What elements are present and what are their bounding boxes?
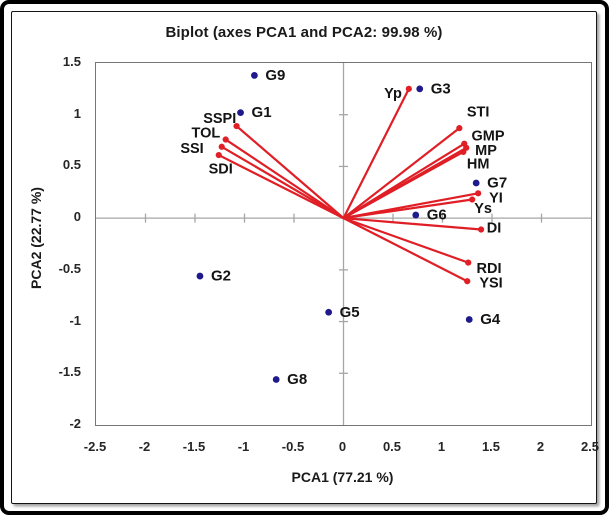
x-tick-label--1.5: -1.5 (182, 439, 206, 454)
point-G9 (251, 72, 258, 79)
vector-line-Ys (342, 198, 474, 220)
vector-label-DI: DI (487, 220, 502, 236)
vector-endpoint-SDI (215, 151, 222, 159)
point-G5 (325, 308, 333, 316)
vector-label-HM: HM (467, 156, 490, 172)
x-tick-label-0.5: 0.5 (382, 439, 402, 454)
x-tick-label-2.5: 2.5 (580, 439, 600, 454)
vector-endpoint-STI (456, 125, 463, 132)
x-tick-label--1: -1 (237, 439, 250, 454)
vector-line-SSPI (235, 124, 345, 220)
x-tick-label-0: 0 (338, 439, 347, 454)
vector-label-GMP: GMP (472, 128, 505, 144)
y-tick-label--0.5: -0.5 (58, 260, 81, 276)
chart-title: Biplot (axes PCA1 and PCA2: 99.98 %) (165, 24, 443, 41)
point-label-G1: G1 (252, 104, 272, 121)
vector-label-MP: MP (475, 143, 497, 159)
x-tick-label-1.5: 1.5 (481, 439, 501, 454)
point-G1 (237, 109, 244, 117)
point-G7 (472, 179, 480, 187)
point-G8 (272, 376, 280, 383)
vector-line-RDI (342, 217, 470, 264)
vector-label-Ys: Ys (474, 201, 492, 217)
vector-label-YI: YI (489, 190, 503, 206)
x-tick-label--0.5: -0.5 (281, 439, 305, 454)
y-tick-label--1: -1 (69, 312, 81, 328)
point-G3 (416, 85, 424, 93)
vector-label-SDI: SDI (209, 162, 233, 178)
vector-label-SSI: SSI (180, 141, 203, 157)
y-tick-label--1.5: -1.5 (58, 364, 81, 380)
plot-area: Yp STI GMP MP HM YI Ys DI RDI YSI SSPI TOL SSI SDI G9 G… (95, 62, 592, 426)
y-tick-label-1: 1 (73, 105, 81, 121)
vector-line-DI (342, 217, 483, 231)
y-tick-label-1.5: 1.5 (62, 54, 81, 69)
x-tick-label--2: -2 (138, 439, 151, 454)
y-tick-label-0.5: 0.5 (62, 157, 81, 173)
vector-label-YSI: YSI (479, 275, 502, 291)
x-tick-label-2: 2 (536, 439, 545, 454)
vector-endpoint-RDI (465, 259, 472, 266)
y-tick-label-0: 0 (73, 209, 81, 225)
point-G6 (412, 211, 420, 219)
vector-endpoint-YSI (464, 278, 471, 285)
x-axis-title: PCA1 (77.21 %) (291, 469, 394, 485)
vector-endpoint-HM (460, 148, 467, 156)
vector-endpoint-Yp (405, 85, 412, 92)
point-label-G7: G7 (487, 174, 507, 191)
point-label-G4: G4 (480, 311, 501, 328)
point-label-G8: G8 (287, 371, 307, 388)
vector-line-SSI (220, 145, 345, 220)
vector-line-Yp (342, 87, 410, 220)
vector-label-Yp: Yp (384, 86, 402, 102)
point-G4 (465, 316, 473, 323)
vector-line-TOL (224, 138, 345, 220)
vector-endpoint-Ys (469, 196, 476, 203)
vector-endpoint-SSPI (233, 122, 240, 130)
point-label-G5: G5 (340, 304, 360, 321)
vector-endpoint-TOL (222, 136, 229, 143)
point-label-G3: G3 (431, 80, 451, 97)
point-G2 (196, 272, 204, 280)
y-tick-label--2: -2 (69, 416, 81, 431)
vector-line-HM (342, 150, 465, 220)
vector-label-SSPI: SSPI (203, 111, 236, 127)
chart-panel: Biplot (axes PCA1 and PCA2: 99.98 %) PCA… (11, 11, 599, 504)
vector-line-SDI (217, 153, 345, 220)
vector-endpoint-SSI (218, 143, 225, 150)
vector-endpoint-DI (478, 226, 485, 233)
vector-line-YSI (342, 217, 469, 283)
x-tick-label--2.5: -2.5 (83, 439, 107, 454)
vector-label-RDI: RDI (477, 261, 502, 277)
point-label-G2: G2 (211, 268, 231, 285)
vector-line-STI (342, 127, 461, 220)
point-label-G6: G6 (427, 207, 447, 224)
point-label-G9: G9 (265, 67, 285, 84)
x-tick-label-1: 1 (437, 439, 446, 454)
vector-label-STI: STI (467, 105, 490, 121)
vector-endpoint-YI (475, 190, 482, 197)
vector-label-TOL: TOL (192, 125, 221, 141)
